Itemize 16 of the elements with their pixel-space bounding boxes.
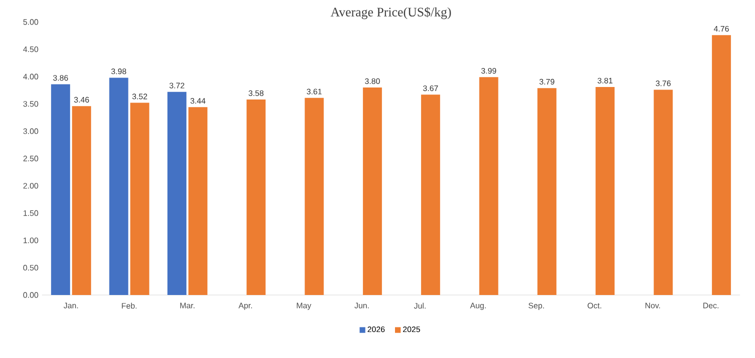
- bar: [130, 102, 150, 295]
- bar: [246, 100, 266, 295]
- bar: [304, 98, 324, 295]
- bar: [188, 107, 208, 295]
- bar: [421, 94, 440, 295]
- bar: [72, 106, 92, 295]
- bar: [712, 35, 731, 295]
- bar: [537, 88, 556, 295]
- bar: [479, 77, 498, 295]
- bar: [596, 86, 615, 295]
- bar: [109, 78, 128, 295]
- bar: [362, 88, 382, 295]
- chart-title: Average Price(US$/kg): [330, 6, 451, 20]
- bar: [167, 92, 186, 295]
- bar: [51, 84, 70, 295]
- bar: [654, 90, 673, 295]
